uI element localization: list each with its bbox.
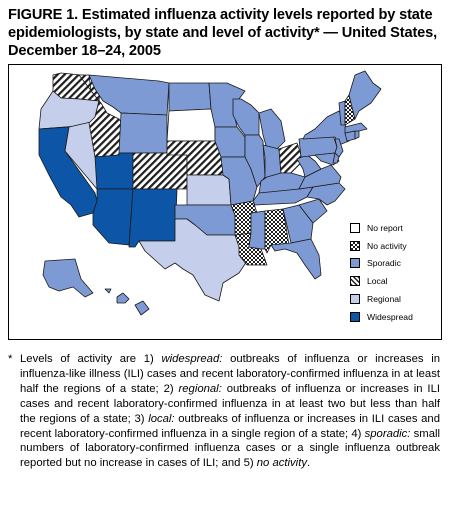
state-ms [248, 210, 266, 250]
footnote-segment: small numbers of laboratory-confirmed in… [20, 427, 440, 470]
map-frame: No report No activity Sporadic Local Regiona… [8, 64, 442, 340]
map-legend: No report No activity Sporadic Local Regiona… [350, 219, 440, 326]
legend-swatch-regional [350, 294, 360, 305]
state-co [132, 152, 188, 190]
state-hi [104, 288, 150, 316]
legend-swatch-widespread [350, 311, 360, 322]
legend-label: No report [367, 222, 403, 233]
legend-item-no-activity: No activity [350, 237, 440, 255]
legend-swatch-no-report [350, 222, 360, 233]
footnote-segment: Levels of activity are 1) [20, 353, 162, 365]
state-me [348, 70, 382, 120]
legend-item-regional: Regional [350, 290, 440, 308]
legend-item-local: Local [350, 272, 440, 290]
state-sc [298, 198, 328, 224]
footnote-marker: * [8, 353, 13, 365]
state-nd [168, 82, 212, 112]
state-nm [128, 188, 178, 248]
legend-label: Regional [367, 294, 401, 305]
state-sd [166, 108, 216, 142]
footnote-term: no activity [256, 457, 307, 470]
legend-swatch-sporadic [350, 258, 360, 269]
state-ks [186, 174, 232, 206]
state-ga [282, 204, 314, 244]
footnote-segment: outbreaks of influenza or increases in i… [20, 353, 440, 395]
state-ri [354, 130, 360, 140]
state-mi [258, 108, 286, 150]
state-tx [138, 218, 248, 302]
footnote-text: Levels of activity are 1) widespread: ou… [20, 352, 440, 471]
legend-label: Widespread [367, 311, 413, 322]
footnote: * Levels of activity are 1) widespread: … [8, 352, 440, 471]
footnote-term: widespread: [161, 353, 223, 365]
legend-item-no-report: No report [350, 219, 440, 237]
state-va [298, 164, 342, 190]
state-ut [94, 152, 134, 190]
legend-item-widespread: Widespread [350, 308, 440, 326]
state-wy [118, 112, 168, 154]
figure-title: FIGURE 1. Estimated influenza activity l… [8, 7, 437, 59]
state-ia [214, 126, 246, 158]
state-az [92, 188, 134, 246]
footnote-segment: . [306, 457, 311, 470]
footnote-term: sporadic: [364, 427, 411, 440]
footnote-term: local: [148, 412, 175, 425]
footnote-segment: outbreaks of influenza or increases in I… [20, 382, 440, 425]
legend-item-sporadic: Sporadic [350, 255, 440, 273]
state-de [332, 152, 340, 164]
state-fl [270, 238, 322, 280]
state-ak [42, 258, 94, 298]
state-oh [278, 142, 304, 174]
legend-swatch-no-activity [350, 240, 360, 251]
footnote-segment: outbreaks of influenza or increases in I… [20, 412, 440, 440]
legend-label: Sporadic [367, 258, 401, 269]
footnote-term: regional: [178, 382, 222, 395]
state-ma [344, 122, 368, 134]
us-map [38, 70, 382, 316]
legend-label: No activity [367, 240, 407, 251]
legend-label: Local [367, 276, 388, 287]
legend-swatch-local [350, 276, 360, 287]
